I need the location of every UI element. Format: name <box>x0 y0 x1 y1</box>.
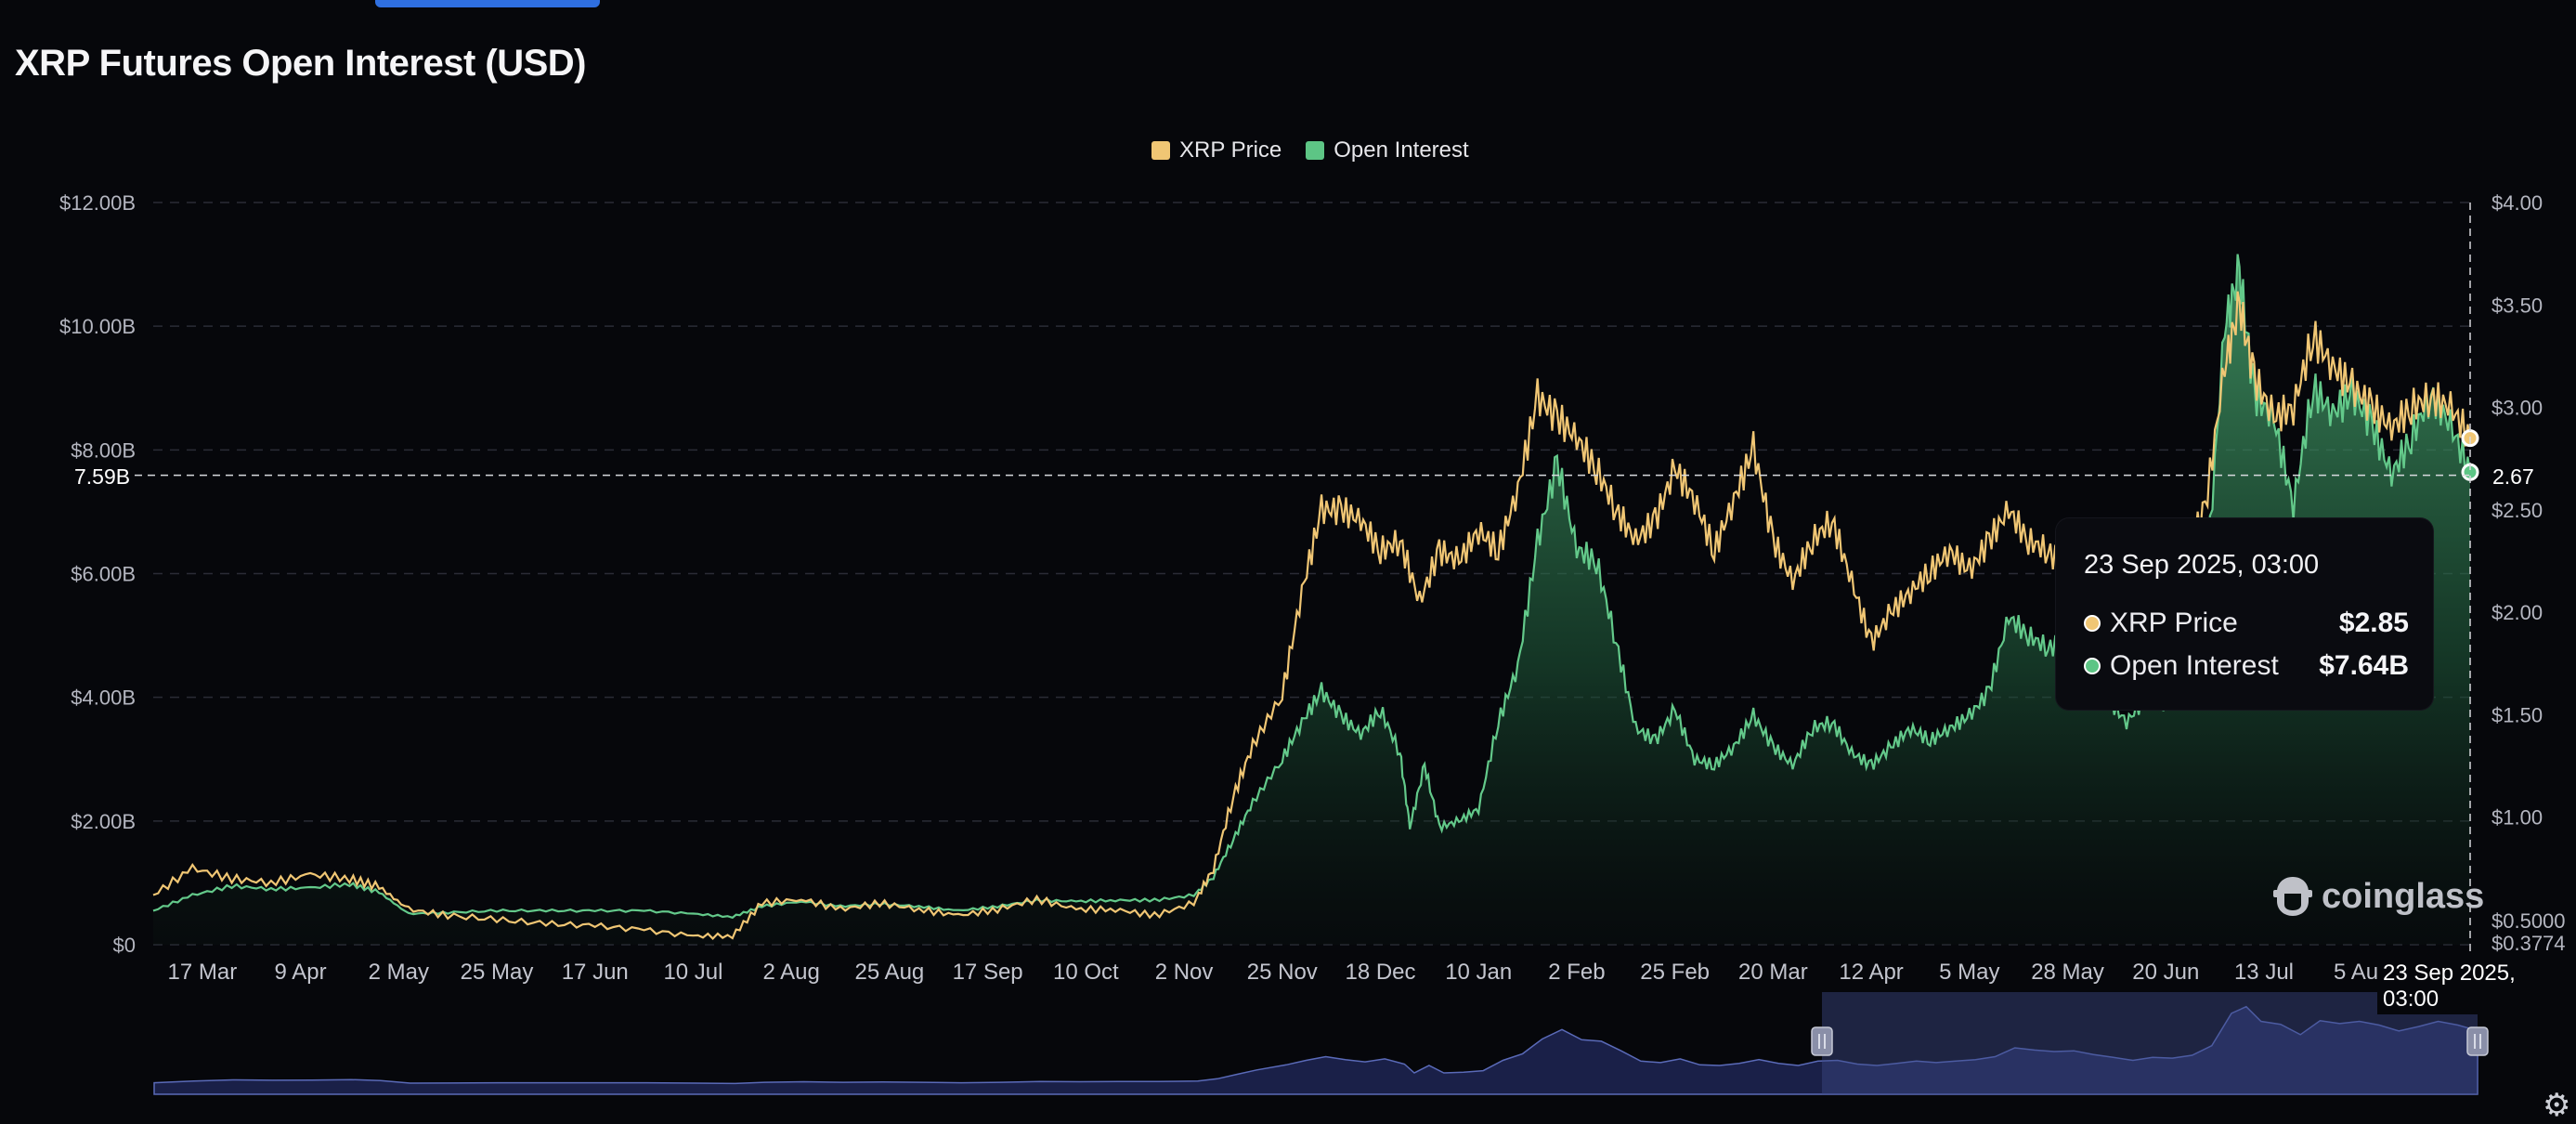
navigator-handle-right[interactable] <box>2466 1026 2489 1056</box>
legend-item-open-interest[interactable]: Open Interest <box>1306 137 1469 163</box>
y-left-tick-label: $4.00B <box>71 686 136 710</box>
x-tick-label: 10 Oct <box>1053 960 1119 985</box>
tooltip-row-open-interest: Open Interest $7.64B <box>2084 650 2409 682</box>
data-tooltip: 23 Sep 2025, 03:00 XRP Price $2.85 Open … <box>2056 518 2433 710</box>
tooltip-value-open-interest: $7.64B <box>2319 650 2409 681</box>
x-tick-label: 13 Jul <box>2234 960 2294 985</box>
x-tick-label: 18 Dec <box>1345 960 1415 985</box>
tooltip-date: 23 Sep 2025, 03:00 <box>2084 550 2320 580</box>
y-right-tick-label: $3.00 <box>2491 397 2543 420</box>
legend-label-xrp-price: XRP Price <box>1179 137 1282 163</box>
legend-swatch-xrp-price <box>1151 141 1170 160</box>
y-right-tick-label: $0.3774 <box>2491 932 2566 955</box>
x-tick-label: 10 Jul <box>663 960 722 985</box>
tooltip-row-xrp-price: XRP Price $2.85 <box>2084 608 2409 639</box>
x-tick-label: 9 Apr <box>275 960 327 985</box>
crosshair <box>135 203 2471 957</box>
y-right-tick-label: $4.00 <box>2491 191 2543 215</box>
coinglass-watermark: coinglass <box>2271 873 2484 920</box>
legend-label-open-interest: Open Interest <box>1334 137 1469 163</box>
x-tick-label: 2 Nov <box>1155 960 1214 985</box>
chart-legend: XRP Price Open Interest <box>1151 137 1469 163</box>
y-left-tick-label: $12.00B <box>59 191 136 215</box>
x-tick-label: 12 Apr <box>1839 960 1903 985</box>
legend-swatch-open-interest <box>1306 141 1325 160</box>
x-tick-label: 28 May <box>2031 960 2104 985</box>
x-tick-label: 17 Sep <box>953 960 1023 985</box>
tooltip-value-xrp-price: $2.85 <box>2338 608 2409 638</box>
y-axis-left: $0 $2.00B $4.00B $6.00B $8.00B $10.00B $12.00B <box>59 191 136 957</box>
tooltip-label-open-interest: Open Interest <box>2110 650 2279 681</box>
y-right-tick-label: $2.50 <box>2491 499 2543 522</box>
legend-item-xrp-price[interactable]: XRP Price <box>1151 137 1281 163</box>
x-tick-label: 17 Jun <box>562 960 629 985</box>
x-tick-label: 25 Feb <box>1640 960 1710 985</box>
handle-icon <box>1811 1026 1833 1056</box>
watermark-text: coinglass <box>2322 876 2485 916</box>
gear-icon[interactable]: ⚙ <box>2543 1088 2571 1123</box>
x-tick-label: 20 Jun <box>2132 960 2199 985</box>
y-right-tick-label: $1.00 <box>2491 806 2543 830</box>
tooltip-dot-xrp-price <box>2084 615 2101 632</box>
navigator-selection <box>1822 992 2478 1094</box>
y-left-tick-label: $2.00B <box>71 810 136 833</box>
y-right-tick-label: $0.5000 <box>2491 909 2566 933</box>
y-left-tick-label: $6.00B <box>71 563 136 586</box>
x-axis: 17 Mar 9 Apr 2 May 25 May 17 Jun 10 Jul 2 Aug 2… <box>168 960 2473 985</box>
x-tick-label: 25 Aug <box>855 960 925 985</box>
open-interest-area <box>153 254 2470 946</box>
coinglass-logo-icon <box>2273 877 2312 916</box>
y-left-tick-label: $0 <box>113 934 136 957</box>
x-tick-label: 5 May <box>1939 960 1999 985</box>
y-right-tick-label: $2.00 <box>2491 601 2543 624</box>
x-tick-label: 25 May <box>461 960 534 985</box>
navigator-handle-left[interactable] <box>1811 1026 1833 1056</box>
navigator-area <box>153 1005 2478 1095</box>
y-left-tick-label: $10.00B <box>59 315 136 338</box>
x-tick-label: 20 Mar <box>1738 960 1808 985</box>
x-tick-label: 2 Aug <box>762 960 819 985</box>
crosshair-right-value: 2.67 <box>2492 464 2534 490</box>
y-left-tick-label: $8.00B <box>71 438 136 462</box>
crosshair-x-label: 23 Sep 2025, 03:00 <box>2377 959 2576 1014</box>
top-tab-indicator[interactable] <box>375 0 600 7</box>
y-right-tick-label: $3.50 <box>2491 294 2543 317</box>
x-tick-label: 17 Mar <box>168 960 238 985</box>
x-tick-label: 25 Nov <box>1247 960 1318 985</box>
x-tick-label: 2 Feb <box>1548 960 1605 985</box>
crosshair-left-value: 7.59B <box>74 464 131 490</box>
y-axis-right: $0.3774$0.5000 $1.00 $1.50 $2.00 $2.50 $3.00 $… <box>2491 191 2566 955</box>
x-tick-label: 10 Jan <box>1445 960 1512 985</box>
handle-icon <box>2466 1026 2489 1056</box>
y-right-tick-label: $1.50 <box>2491 703 2543 726</box>
page-title: XRP Futures Open Interest (USD) <box>15 43 586 84</box>
tooltip-label-xrp-price: XRP Price <box>2110 608 2238 638</box>
x-tick-label: 2 May <box>369 960 429 985</box>
range-navigator[interactable] <box>153 992 2489 1095</box>
tooltip-dot-open-interest <box>2084 658 2101 674</box>
